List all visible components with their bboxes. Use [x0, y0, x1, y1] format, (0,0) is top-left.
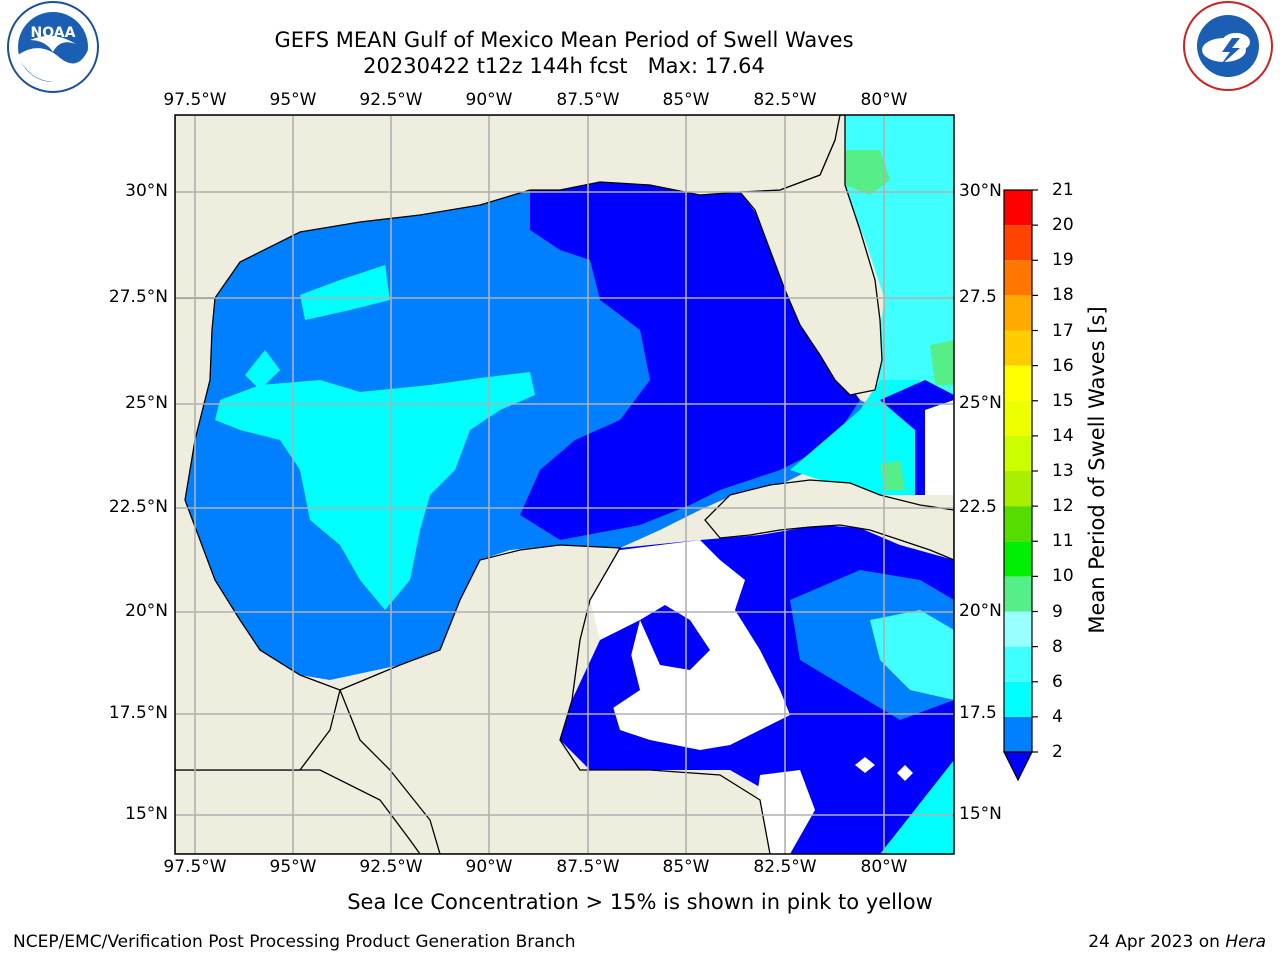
- lat-tick-left: 27.5°N: [108, 287, 168, 307]
- colorbar-tick-label: 16: [1052, 355, 1074, 376]
- mexico-land: [175, 115, 341, 771]
- lat-tick-right: 25°N: [959, 393, 1002, 413]
- lon-tick-bottom: 80°W: [860, 857, 908, 877]
- us-gulf-coast: [175, 115, 841, 299]
- colorbar-segment: [1004, 716, 1032, 752]
- colorbar-segment: [1004, 330, 1032, 366]
- colorbar-segment: [1004, 646, 1032, 682]
- lat-tick-right: 27.5: [959, 287, 997, 307]
- colorbar-tick-label: 13: [1052, 461, 1074, 481]
- lon-tick-bottom: 82.5°W: [753, 857, 817, 877]
- lon-tick-bottom: 85°W: [662, 857, 710, 877]
- colorbar-tick-label: 8: [1052, 636, 1063, 657]
- map-frame: [174, 114, 955, 855]
- lon-tick-top: 85°W: [662, 90, 710, 110]
- footer-date-text: 24 Apr 2023 on: [1088, 932, 1226, 952]
- colorbar-segment: [1004, 400, 1032, 436]
- colorbar-tick-label: 12: [1052, 496, 1074, 517]
- colorbar-tick-label: 10: [1052, 566, 1074, 587]
- lon-tick-top: 80°W: [860, 90, 908, 110]
- lat-tick-right: 15°N: [959, 804, 1002, 824]
- caribbean-cyan: [870, 610, 954, 700]
- caribbean-blue-blob: [640, 605, 710, 670]
- lon-tick-top: 92.5°W: [359, 90, 423, 110]
- yucatan-central-america: [175, 544, 771, 854]
- lon-tick-top: 82.5°W: [753, 90, 817, 110]
- atlantic-green-patch-2: [930, 340, 954, 385]
- atlantic-green-patch: [840, 150, 890, 195]
- gulf-east-deep-blue: [520, 182, 860, 540]
- colorbar-tick-label: 17: [1052, 320, 1074, 341]
- footer-date: 24 Apr 2023 on Hera: [1088, 932, 1266, 952]
- colorbar: [1003, 189, 1038, 782]
- lon-tick-top: 97.5°W: [163, 90, 227, 110]
- bahamas-white: [925, 400, 954, 495]
- cuba: [704, 479, 954, 561]
- colorbar-tick-label: 21: [1052, 180, 1074, 200]
- colorbar-tick-label: 18: [1052, 285, 1074, 306]
- colorbar-segment: [1004, 435, 1032, 471]
- colorbar-segment: [1004, 260, 1032, 296]
- map-gridlines: [175, 115, 954, 854]
- colorbar-tick-label: 9: [1052, 601, 1063, 622]
- lat-tick-right: 17.5: [959, 703, 997, 723]
- lon-tick-bottom: 90°W: [465, 857, 513, 877]
- colorbar-tick-label: 14: [1052, 425, 1074, 446]
- caribbean-se-cyan: [880, 760, 954, 854]
- lon-tick-bottom: 97.5°W: [163, 857, 227, 877]
- lat-tick-right: 22.5: [959, 497, 997, 517]
- colorbar-tick-label: 6: [1052, 671, 1063, 692]
- colorbar-segment: [1004, 576, 1032, 612]
- caribbean-white-diamond-2: [897, 765, 913, 781]
- lat-tick-left: 22.5°N: [108, 497, 168, 517]
- lat-tick-left: 15°N: [125, 804, 168, 824]
- colorbar-segment: [1004, 681, 1032, 717]
- colorbar-tick-label: 15: [1052, 390, 1074, 411]
- lat-tick-left: 30°N: [125, 181, 168, 201]
- lon-tick-top: 90°W: [465, 90, 513, 110]
- lon-tick-bottom: 92.5°W: [359, 857, 423, 877]
- colorbar-segment: [1004, 506, 1032, 542]
- colorbar-label: Mean Period of Swell Waves [s]: [1085, 306, 1109, 634]
- gulf-cyan-patch: [245, 350, 280, 390]
- chart-title: GEFS MEAN Gulf of Mexico Mean Period of …: [274, 28, 854, 52]
- colorbar-tick-label: 19: [1052, 250, 1074, 271]
- colorbar-segment: [1004, 471, 1032, 507]
- noaa-logo-text: NOAA: [31, 25, 76, 41]
- colorbar-segment: [1004, 190, 1032, 226]
- colorbar-tick-label: 20: [1052, 215, 1074, 236]
- lat-tick-left: 25°N: [125, 393, 168, 413]
- gulf-north-cyan: [300, 265, 390, 320]
- colorbar-tick-label: 2: [1052, 742, 1063, 762]
- chart-subtitle: 20230422 t12z 144h fcst Max: 17.64: [363, 54, 765, 78]
- lat-tick-left: 17.5°N: [108, 703, 168, 723]
- lat-tick-left: 20°N: [125, 601, 168, 621]
- lon-tick-bottom: 87.5°W: [556, 857, 620, 877]
- lon-tick-top: 95°W: [269, 90, 317, 110]
- colorbar-extension: [1003, 751, 1033, 782]
- nws-logo: [1183, 1, 1273, 91]
- colorbar-segment: [1004, 225, 1032, 261]
- colorbar-segment: [1004, 611, 1032, 647]
- colorbar-tick-label: 4: [1052, 706, 1063, 727]
- lon-tick-top: 87.5°W: [556, 90, 620, 110]
- footer-credit: NCEP/EMC/Verification Post Processing Pr…: [13, 932, 576, 952]
- lat-tick-right: 20°N: [959, 601, 1002, 621]
- colorbar-segment: [1004, 541, 1032, 577]
- colorbar-segment: [1004, 365, 1032, 401]
- noaa-logo: NOAA: [7, 1, 99, 93]
- lon-tick-bottom: 95°W: [269, 857, 317, 877]
- caribbean-white-diamond: [855, 757, 875, 773]
- lat-tick-right: 30°N: [959, 181, 1002, 201]
- colorbar-tick-label: 11: [1052, 531, 1074, 552]
- gulf-central-cyan: [215, 372, 535, 610]
- footer-host: Hera: [1225, 932, 1266, 952]
- straits-green: [880, 460, 905, 490]
- colorbar-segment: [1004, 295, 1032, 331]
- caribbean-blue-blob-2: [590, 650, 640, 710]
- sea-ice-caption: Sea Ice Concentration > 15% is shown in …: [347, 890, 933, 914]
